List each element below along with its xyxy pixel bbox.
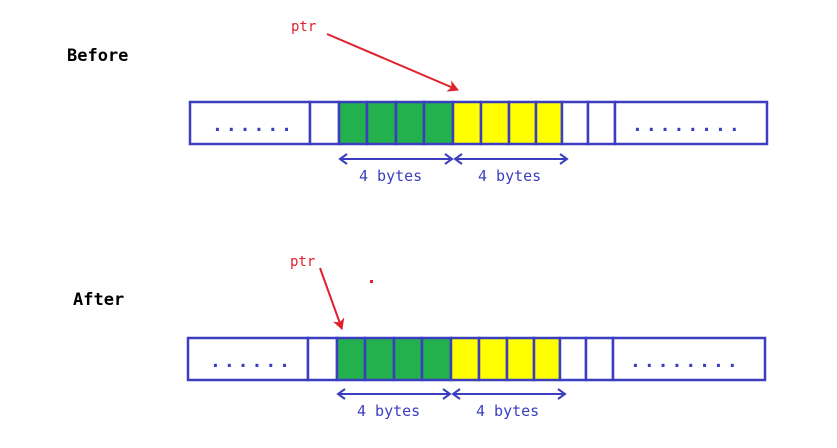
memory-cell — [586, 100, 617, 146]
before-ptr-arrow — [326, 33, 459, 92]
stray-dot — [370, 280, 373, 283]
memory-cell-ellipsis-right — [613, 100, 769, 146]
memory-byte-yellow — [451, 100, 483, 146]
memory-byte-yellow — [507, 100, 538, 146]
memory-cell — [306, 336, 339, 382]
memory-byte-green — [392, 336, 424, 382]
after-span-left — [336, 388, 452, 400]
after-right-ellipsis: ........ — [630, 351, 741, 372]
after-memory-strip — [186, 336, 767, 382]
memory-byte-green — [335, 336, 367, 382]
after-heading: After — [73, 290, 124, 310]
memory-cell — [584, 336, 615, 382]
before-memory-strip — [188, 100, 769, 146]
memory-cell-ellipsis-left — [188, 100, 312, 146]
before-right-ellipsis: ........ — [632, 115, 743, 136]
memory-byte-green — [420, 336, 453, 382]
after-left-ellipsis: ...... — [210, 351, 293, 372]
memory-byte-green — [337, 100, 369, 146]
memory-byte-yellow — [449, 336, 481, 382]
before-span-right — [453, 153, 569, 165]
before-heading: Before — [67, 46, 128, 66]
memory-byte-yellow — [479, 100, 511, 146]
memory-byte-yellow — [477, 336, 509, 382]
after-section: After ptr ...... ........ — [73, 254, 767, 420]
after-ptr-arrow — [319, 267, 345, 330]
memory-byte-green — [365, 100, 398, 146]
memory-byte-green — [394, 100, 426, 146]
memory-byte-yellow — [532, 336, 562, 382]
before-span-left-label: 4 bytes — [359, 167, 422, 185]
memory-byte-yellow — [534, 100, 564, 146]
memory-byte-green — [363, 336, 396, 382]
memory-cell — [560, 100, 590, 146]
memory-cell-ellipsis-left — [186, 336, 310, 382]
before-span-left — [338, 153, 454, 165]
before-span-right-label: 4 bytes — [478, 167, 541, 185]
after-span-right-label: 4 bytes — [476, 402, 539, 420]
after-span-left-label: 4 bytes — [357, 402, 420, 420]
before-left-ellipsis: ...... — [212, 115, 295, 136]
memory-cell — [558, 336, 588, 382]
after-span-right — [451, 388, 567, 400]
memory-byte-green — [422, 100, 455, 146]
memory-cell — [308, 100, 341, 146]
before-ptr-label: ptr — [291, 19, 316, 35]
before-section: Before ptr ...... ........ — [67, 19, 769, 185]
memory-byte-yellow — [505, 336, 536, 382]
after-ptr-label: ptr — [290, 254, 315, 270]
memory-cell-ellipsis-right — [611, 336, 767, 382]
